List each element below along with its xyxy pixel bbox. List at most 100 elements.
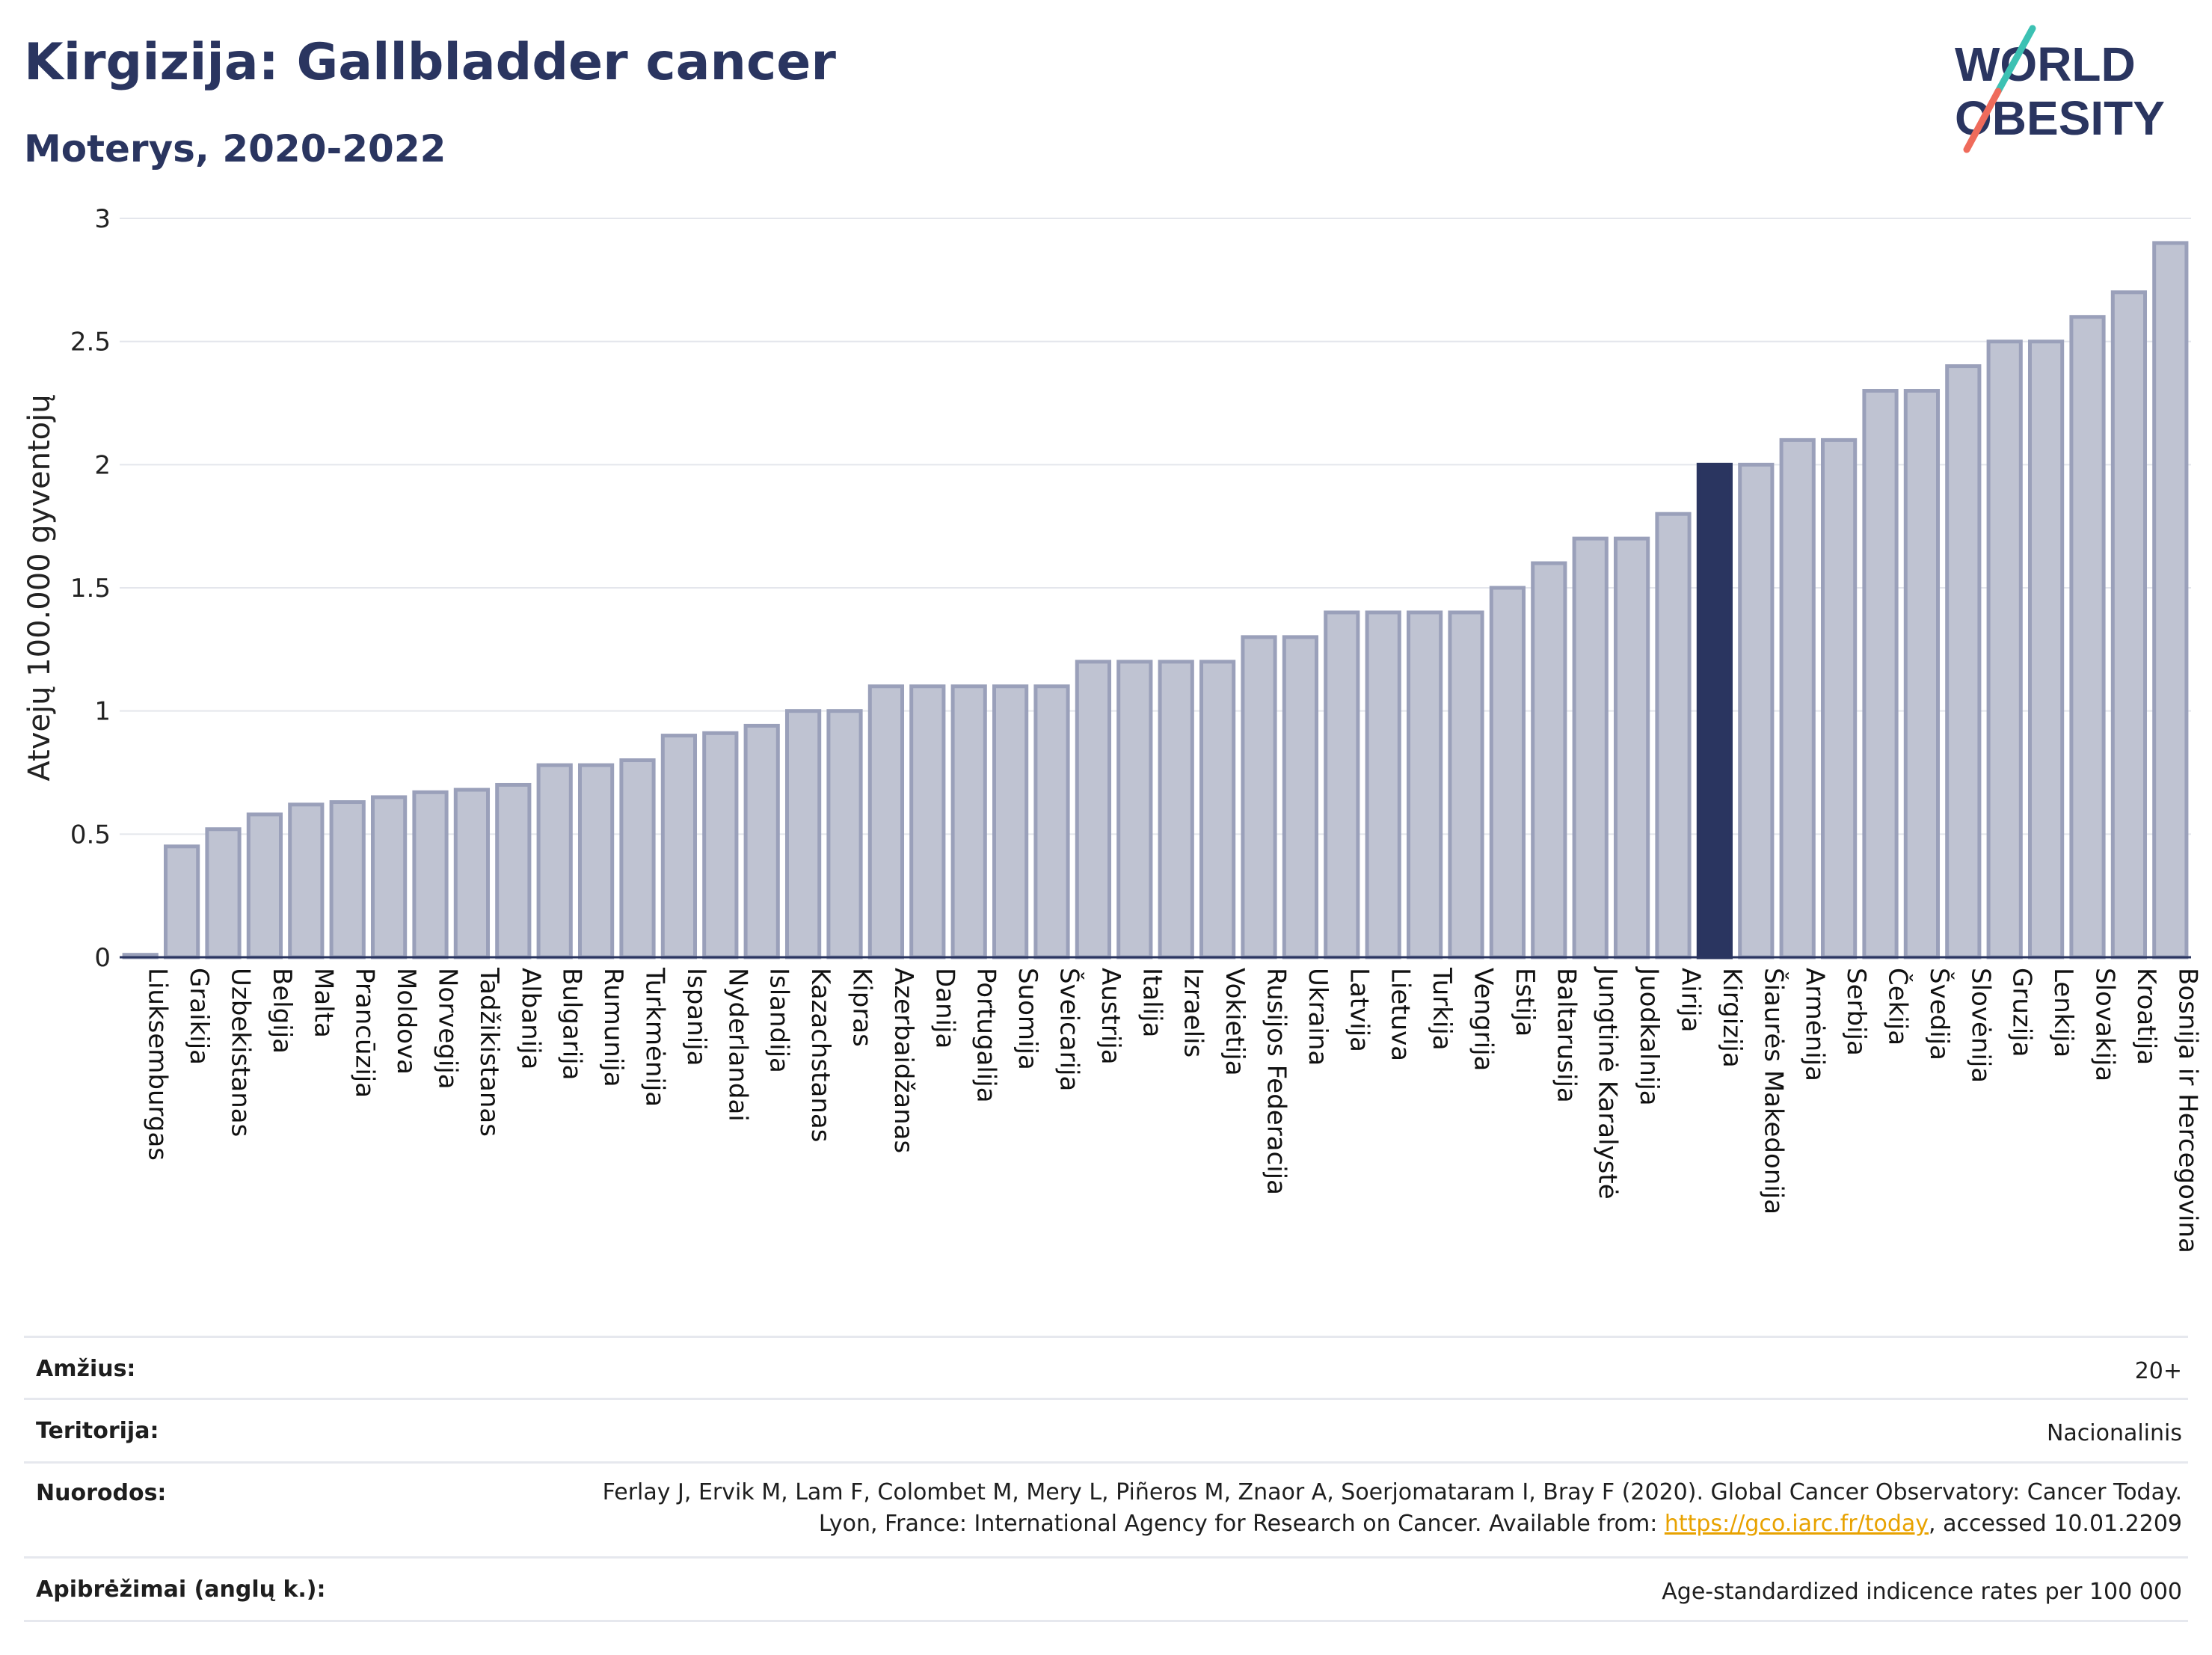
footer-row-references: Nuorodos: Ferlay J, Ervik M, Lam F, Colo… [24,1461,2188,1556]
bar [1075,660,1112,959]
y-tick-label: 0 [94,943,111,973]
x-tick-label: Švedija [1924,968,1955,1060]
bar [1903,389,1941,959]
bar-chart: 0 0.5 1 1.5 2 2.5 3 Atvejų 100.000 gyventojų L… [22,204,2203,1253]
bar [1406,610,1443,959]
x-tick-label: Moldova [391,968,421,1075]
references-value: Ferlay J, Ervik M, Lam F, Colombet M, Me… [574,1477,2182,1540]
bar [577,763,615,959]
bar [1241,635,1277,959]
bar [867,684,905,959]
y-tick-label: 2 [94,450,111,480]
bar [1945,364,1982,959]
bar [992,684,1029,959]
bar [2027,340,2065,959]
y-axis-ticks: 0 0.5 1 1.5 2 2.5 3 [70,204,111,973]
x-tick-label: Kazachstanas [805,968,835,1142]
bar [453,787,491,959]
footer-info-table: Amžius: 20+ Teritorija: Nacionalinis Nuo… [24,1336,2188,1622]
x-tick-label: Malta [308,968,338,1038]
x-tick-label: Austrija [1096,968,1125,1065]
chart-subtitle: Moterys, 2020-2022 [24,127,446,171]
bar [1613,536,1650,959]
x-tick-label: Čekija [1883,968,1914,1045]
x-tick-label: Bosnija ir Hercegovina [2172,968,2202,1253]
x-tick-label: Slovėnija [1965,968,1995,1083]
references-label: Nuorodos: [36,1480,167,1506]
x-tick-label: Serbija [1841,968,1871,1056]
bar [246,812,283,959]
y-tick-label: 1 [94,697,111,727]
logo-slash-top [1994,25,2036,95]
x-tick-label: Latvija [1344,968,1374,1052]
references-text: Ferlay J, Ervik M, Lam F, Colombet M, Me… [602,1479,2182,1537]
x-tick-label: Danija [930,968,959,1048]
references-accessed: , accessed 10.01.2209 [1929,1511,2182,1537]
bar [1986,340,2023,959]
bar [1738,462,1775,959]
territory-label: Teritorija: [36,1418,159,1444]
x-tick-label: Šiaurės Makedonija [1758,968,1789,1215]
x-tick-label: Bulgarija [557,968,587,1080]
x-tick-label: Baltarusija [1551,968,1581,1103]
world-obesity-logo: WORLD OBESITY [1955,25,2165,153]
bar [1779,437,1816,959]
x-tick-label: Suomija [1013,968,1042,1070]
x-tick-label: Kirgizija [1717,968,1747,1068]
bar [536,763,573,959]
bar [205,827,242,959]
x-tick-label: Juodkalnija [1634,966,1664,1106]
x-tick-label: Prancūzija [350,968,380,1098]
x-tick-label: Portugalija [971,968,1001,1103]
bar [288,802,325,959]
bar [2110,290,2148,959]
bar [329,800,366,959]
x-tick-label: Rusijos Federacija [1262,968,1291,1195]
age-label: Amžius: [36,1356,136,1382]
x-tick-label: Turkija [1427,967,1457,1051]
bar [1531,561,1567,959]
age-value: 20+ [2134,1358,2182,1384]
footer-row-definitions: Apibrėžimai (anglų k.): Age-standardized… [24,1556,2188,1622]
x-tick-label: Kroatija [2131,968,2161,1065]
x-tick-label: Airija [1676,968,1706,1032]
x-tick-label: Gruzija [2007,968,2037,1057]
logo-text-world: WORLD [1955,37,2136,91]
y-tick-label: 3 [94,204,111,234]
x-tick-label: Tadžikistanas [474,967,504,1137]
definitions-value: Age-standardized indicence rates per 100… [1662,1579,2182,1605]
bar [412,790,449,959]
x-tick-label: Šveicarija [1054,968,1085,1091]
bar [1324,610,1360,959]
x-tick-label: Lenkija [2048,968,2078,1057]
x-tick-label: Italija [1137,968,1167,1037]
x-tick-label: Uzbekistanas [226,968,256,1137]
x-tick-label: Estija [1510,968,1540,1037]
bar [1820,437,1858,959]
bar [826,709,863,959]
bar [1572,536,1609,959]
bar [1862,389,1899,959]
x-tick-label: Graikija [184,968,214,1065]
bar [2069,315,2106,959]
y-axis-label: Atvejų 100.000 gyventojų [22,394,57,781]
y-tick-label: 1.5 [70,574,111,604]
y-tick-label: 0.5 [70,820,111,850]
bar [660,734,698,959]
x-tick-label: Ukraina [1303,968,1333,1066]
bar [370,795,408,959]
bar [1365,610,1401,959]
bar [702,731,739,959]
bar [1158,660,1194,959]
footer-row-territory: Teritorija: Nacionalinis [24,1398,2188,1461]
bar [1282,635,1319,959]
footer-row-age: Amžius: 20+ [24,1336,2188,1398]
logo-slash-bottom [1963,87,2002,153]
x-tick-label: Albanija [515,968,545,1069]
references-link[interactable]: https://gco.iarc.fr/today [1664,1511,1929,1537]
x-axis-ticks: Liuksemburgas Graikija Uzbekistanas Belgija… [143,966,2203,1253]
bar [1033,684,1070,959]
x-tick-label: Nyderlandai [722,968,752,1122]
x-tick-label: Lietuva [1386,968,1416,1061]
bar [1199,660,1236,959]
